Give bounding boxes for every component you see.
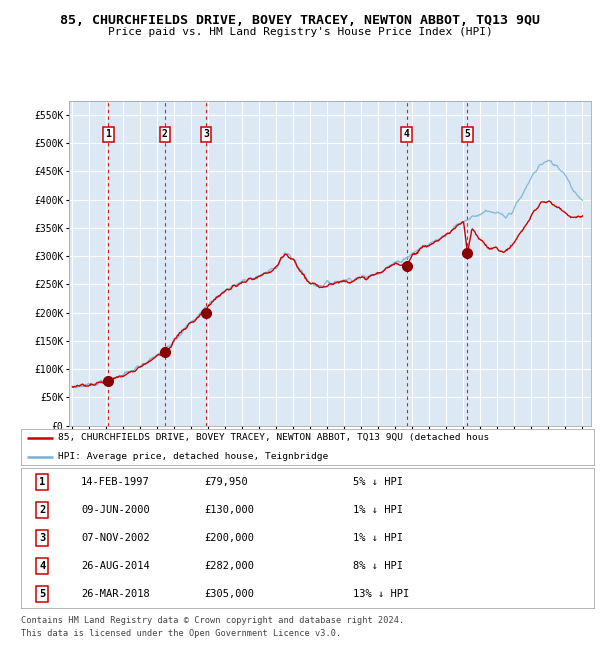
Text: 5: 5 bbox=[39, 589, 46, 599]
Text: 07-NOV-2002: 07-NOV-2002 bbox=[81, 533, 150, 543]
Text: 1: 1 bbox=[39, 477, 46, 487]
Text: 85, CHURCHFIELDS DRIVE, BOVEY TRACEY, NEWTON ABBOT, TQ13 9QU: 85, CHURCHFIELDS DRIVE, BOVEY TRACEY, NE… bbox=[60, 14, 540, 27]
Text: 5% ↓ HPI: 5% ↓ HPI bbox=[353, 477, 403, 487]
Text: 1% ↓ HPI: 1% ↓ HPI bbox=[353, 505, 403, 515]
Text: £200,000: £200,000 bbox=[205, 533, 254, 543]
Text: 5: 5 bbox=[464, 129, 470, 139]
Text: HPI: Average price, detached house, Teignbridge: HPI: Average price, detached house, Teig… bbox=[58, 452, 328, 462]
Text: 4: 4 bbox=[404, 129, 409, 139]
Text: 1: 1 bbox=[106, 129, 112, 139]
Text: This data is licensed under the Open Government Licence v3.0.: This data is licensed under the Open Gov… bbox=[21, 629, 341, 638]
Text: 85, CHURCHFIELDS DRIVE, BOVEY TRACEY, NEWTON ABBOT, TQ13 9QU (detached hous: 85, CHURCHFIELDS DRIVE, BOVEY TRACEY, NE… bbox=[58, 434, 490, 443]
Text: 3: 3 bbox=[39, 533, 46, 543]
Text: 3: 3 bbox=[203, 129, 209, 139]
Text: 8% ↓ HPI: 8% ↓ HPI bbox=[353, 561, 403, 571]
Text: £130,000: £130,000 bbox=[205, 505, 254, 515]
Text: 4: 4 bbox=[39, 561, 46, 571]
Text: £79,950: £79,950 bbox=[205, 477, 248, 487]
Text: 14-FEB-1997: 14-FEB-1997 bbox=[81, 477, 150, 487]
Text: 13% ↓ HPI: 13% ↓ HPI bbox=[353, 589, 410, 599]
Text: 2: 2 bbox=[162, 129, 168, 139]
Text: £282,000: £282,000 bbox=[205, 561, 254, 571]
Text: 2: 2 bbox=[39, 505, 46, 515]
Text: £305,000: £305,000 bbox=[205, 589, 254, 599]
Text: 26-AUG-2014: 26-AUG-2014 bbox=[81, 561, 150, 571]
Text: Contains HM Land Registry data © Crown copyright and database right 2024.: Contains HM Land Registry data © Crown c… bbox=[21, 616, 404, 625]
Text: Price paid vs. HM Land Registry's House Price Index (HPI): Price paid vs. HM Land Registry's House … bbox=[107, 27, 493, 37]
Text: 09-JUN-2000: 09-JUN-2000 bbox=[81, 505, 150, 515]
Text: 1% ↓ HPI: 1% ↓ HPI bbox=[353, 533, 403, 543]
Text: 26-MAR-2018: 26-MAR-2018 bbox=[81, 589, 150, 599]
